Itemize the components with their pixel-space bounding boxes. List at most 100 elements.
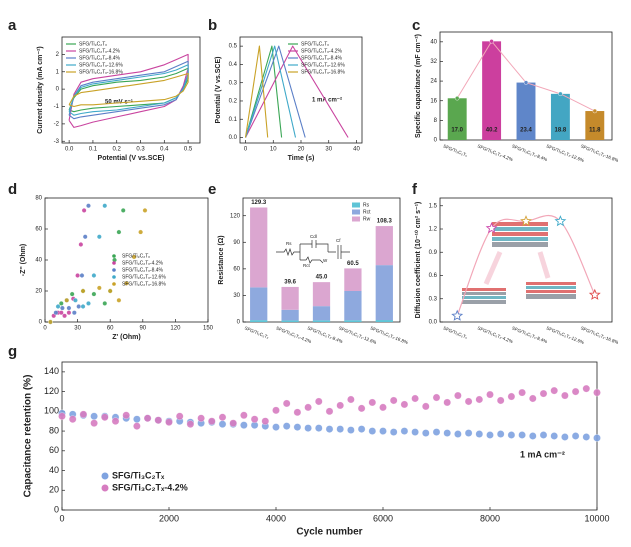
- trend-marker: [558, 91, 563, 97]
- total-label: 39.6: [284, 280, 296, 286]
- total-label: 60.5: [347, 261, 359, 267]
- y-tick-label: 0.9: [429, 250, 438, 256]
- bar: [447, 98, 467, 140]
- data-point: [250, 415, 259, 423]
- data-point: [80, 304, 86, 309]
- bar: [550, 93, 570, 140]
- y-tick-label: 0.6: [429, 273, 438, 279]
- data-point: [48, 319, 53, 325]
- arrow: [483, 250, 551, 286]
- legend-marker: [352, 216, 360, 222]
- y-axis-label: -Z'' (Ohm): [20, 244, 27, 277]
- bar-segment: [250, 320, 268, 322]
- x-tick-label: 0.4: [160, 147, 169, 153]
- data-point: [116, 297, 122, 303]
- y-tick-label: 40: [430, 39, 437, 45]
- data-point: [261, 417, 270, 425]
- y-axis-label: Capacitance retention (%): [23, 375, 34, 498]
- data-point: [357, 425, 366, 433]
- data-point: [73, 297, 78, 303]
- bar: [482, 41, 502, 141]
- data-point: [218, 420, 227, 428]
- bar-segment: [312, 320, 331, 322]
- data-point: [282, 422, 291, 430]
- x-tick-label: 10000: [584, 513, 609, 523]
- data-point: [58, 310, 64, 316]
- star-marker: [485, 222, 498, 234]
- annotation: 1 mA cm⁻²: [312, 97, 342, 104]
- data-point: [272, 423, 280, 431]
- legend-label: Rs: [363, 202, 370, 208]
- bar-segment: [344, 291, 362, 321]
- data-point: [82, 234, 88, 240]
- data-point: [78, 242, 84, 247]
- data-point: [454, 430, 462, 438]
- data-point: [102, 301, 108, 306]
- x-tick-label: 60: [107, 326, 114, 332]
- data-point: [107, 288, 113, 294]
- y-tick-label: 40: [35, 258, 42, 264]
- y-tick-label: -1: [54, 104, 60, 110]
- legend-label: SFG/Ti₃C₂Tₓ-4.2%: [112, 482, 188, 492]
- data-point: [464, 397, 473, 406]
- y-tick-label: 0.0: [429, 320, 438, 326]
- bar-segment: [250, 207, 268, 288]
- y-tick-label: 0.3: [229, 80, 238, 86]
- y-tick-label: 120: [230, 213, 241, 219]
- data-point: [75, 273, 80, 278]
- data-point: [507, 431, 516, 439]
- bar-segment: [375, 265, 393, 321]
- data-point: [582, 384, 591, 393]
- data-point: [133, 415, 141, 423]
- y-tick-label: 8: [434, 118, 438, 124]
- panel-letter: b: [208, 17, 217, 34]
- bar-segment: [250, 287, 268, 321]
- series-line: [68, 72, 189, 108]
- bar: [585, 111, 605, 140]
- data-point: [138, 229, 143, 235]
- y-tick-label: 0: [56, 87, 60, 93]
- y-tick-label: 20: [49, 485, 59, 495]
- data-point: [58, 301, 64, 306]
- legend-label: SFG/Ti₃C₂Tₓ: [301, 41, 329, 47]
- circuit-label: Cdl: [310, 234, 317, 239]
- trend-marker: [455, 96, 460, 101]
- star-marker: [520, 215, 532, 227]
- data-point: [422, 429, 430, 437]
- y-tick-label: 20: [35, 289, 42, 295]
- data-point: [175, 412, 184, 421]
- data-point: [64, 297, 70, 303]
- x-tick-label: 6000: [373, 513, 393, 523]
- legend-marker: [101, 472, 109, 480]
- data-point: [293, 423, 302, 431]
- y-tick-label: 60: [49, 445, 59, 455]
- bar-segment: [312, 306, 331, 321]
- trend-marker: [489, 39, 494, 44]
- data-point: [272, 406, 280, 415]
- data-point: [96, 285, 102, 291]
- annotation: 1 mA cm⁻²: [520, 449, 565, 459]
- y-tick-label: 24: [430, 79, 437, 85]
- legend-label: SFG/Ti₃C₂Tₓ: [112, 470, 165, 480]
- circuit-label: Cf: [336, 238, 341, 243]
- value-label: 23.4: [520, 128, 532, 134]
- data-point: [81, 208, 87, 213]
- data-point: [550, 386, 558, 395]
- annotation: 50 mV s⁻¹: [105, 99, 133, 106]
- data-point: [133, 422, 141, 430]
- legend-label: SFG/Ti₃C₂Tₓ-8.4%: [301, 55, 343, 61]
- x-tick-label: 0.5: [184, 147, 193, 153]
- circuit-wires: [276, 243, 350, 264]
- data-point: [464, 429, 473, 437]
- y-axis-label: Diffusion coefficient (10⁻¹⁰ cm² s⁻¹): [414, 202, 422, 319]
- data-point: [96, 234, 102, 240]
- panel-letter: e: [208, 181, 216, 198]
- data-point: [131, 254, 137, 260]
- y-tick-label: 0.3: [429, 296, 438, 302]
- x-tick-label: 0.1: [89, 147, 98, 153]
- layer-block: [526, 282, 576, 299]
- legend-label: SFG/Ti₃C₂Tₓ-8.4%: [122, 267, 164, 273]
- data-point: [507, 392, 516, 401]
- y-tick-label: 1.5: [429, 203, 438, 209]
- legend-label: SFG/Ti₃C₂Tₓ: [122, 253, 150, 259]
